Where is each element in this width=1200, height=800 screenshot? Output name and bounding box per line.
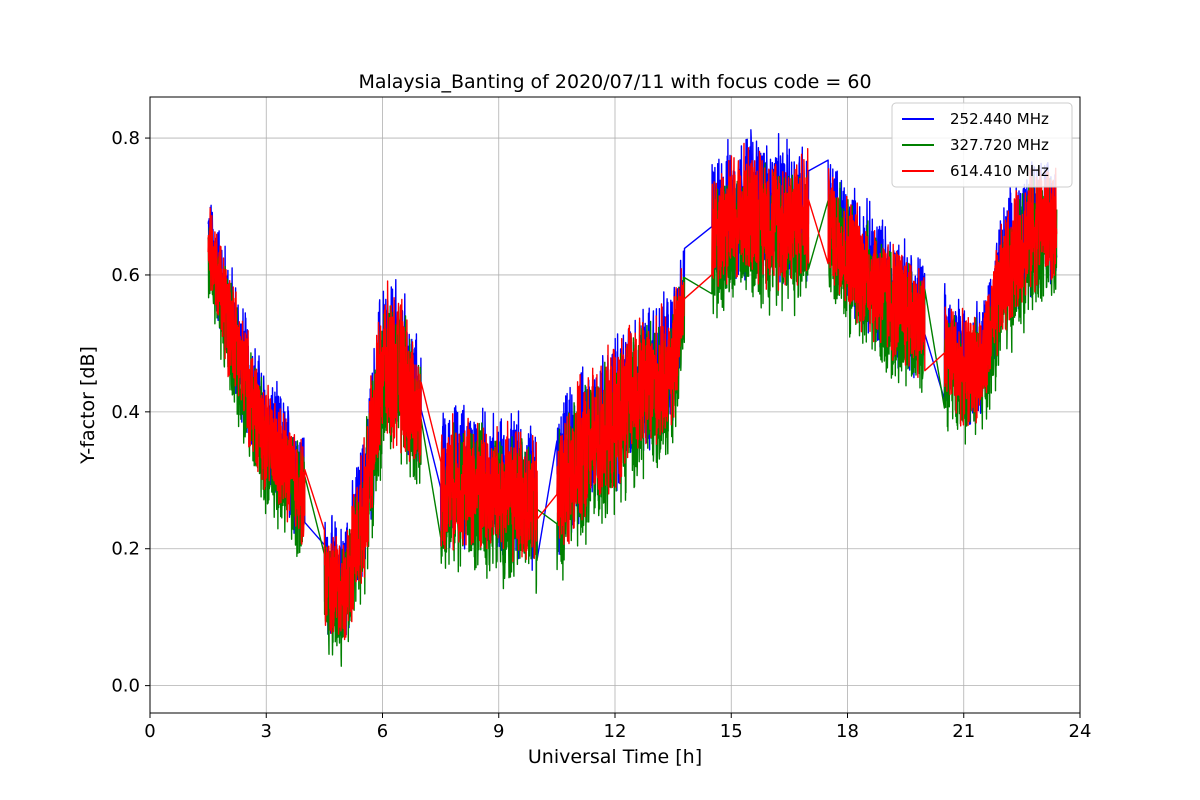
x-tick-label: 21 xyxy=(952,721,975,742)
legend-label: 252.440 MHz xyxy=(950,110,1049,128)
x-tick-label: 6 xyxy=(377,721,388,742)
y-axis-label: Y-factor [dB] xyxy=(77,346,99,465)
y-tick-label: 0.8 xyxy=(111,128,140,149)
x-tick-label: 15 xyxy=(720,721,743,742)
axis-ticks: 0 3 6 9 12 15 18 21 24 0.0 0.2 0.4 0.6 0.8 xyxy=(111,128,1091,742)
y-tick-label: 0.4 xyxy=(111,402,140,423)
legend-label: 327.720 MHz xyxy=(950,136,1049,154)
x-tick-label: 0 xyxy=(144,721,155,742)
x-tick-label: 24 xyxy=(1069,721,1092,742)
y-tick-label: 0.2 xyxy=(111,539,140,560)
series-layer xyxy=(207,129,1058,667)
x-tick-label: 3 xyxy=(261,721,272,742)
x-tick-label: 9 xyxy=(493,721,504,742)
legend-label: 614.410 MHz xyxy=(950,162,1049,180)
chart-title: Malaysia_Banting of 2020/07/11 with focu… xyxy=(358,71,871,93)
legend-box xyxy=(891,102,1073,188)
x-axis-label: Universal Time [h] xyxy=(528,746,702,768)
x-tick-label: 18 xyxy=(836,721,859,742)
y-tick-label: 0.0 xyxy=(111,676,140,697)
legend: 252.440 MHz 327.720 MHz 614.410 MHz xyxy=(891,102,1073,188)
x-tick-label: 12 xyxy=(604,721,627,742)
y-tick-label: 0.6 xyxy=(111,265,140,286)
series-line-2 xyxy=(207,142,1058,641)
